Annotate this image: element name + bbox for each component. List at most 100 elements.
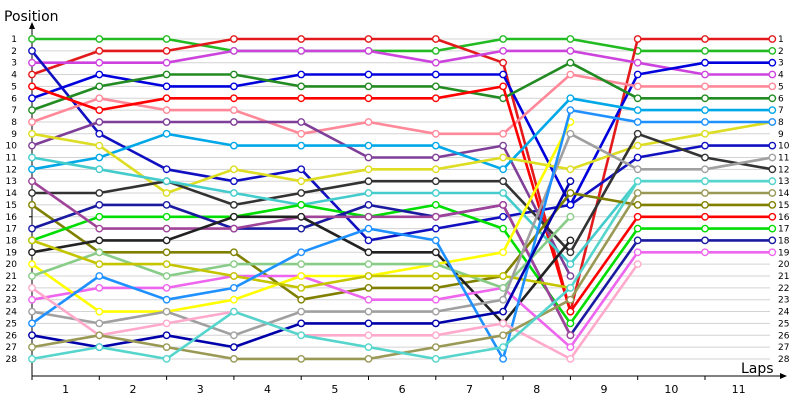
data-point	[297, 224, 306, 233]
data-point	[229, 260, 238, 268]
data-point	[633, 212, 642, 221]
series-23	[28, 129, 777, 340]
series-7	[28, 58, 777, 115]
data-point	[499, 307, 507, 316]
y-tick-label: 7	[11, 106, 17, 116]
right-tick-label: 16	[778, 213, 790, 223]
data-point	[566, 200, 575, 209]
right-tick-label: 8	[778, 118, 784, 128]
data-point	[162, 106, 171, 115]
data-point	[364, 354, 373, 363]
x-axis-title: Laps	[741, 361, 774, 377]
data-point	[701, 118, 709, 126]
data-point	[28, 94, 36, 103]
data-point	[566, 295, 575, 304]
data-point	[297, 129, 306, 138]
data-point	[95, 283, 104, 292]
data-point	[162, 200, 171, 209]
y-tick-label: 13	[6, 177, 17, 187]
data-point	[431, 248, 440, 257]
data-point	[28, 260, 36, 268]
data-point	[28, 70, 36, 79]
data-point	[499, 47, 507, 55]
y-tick-label: 28	[6, 355, 18, 365]
series-26	[28, 260, 642, 363]
data-point	[701, 212, 709, 221]
data-point	[28, 177, 36, 186]
data-point	[297, 307, 306, 316]
data-point	[768, 177, 777, 186]
data-point	[364, 118, 373, 126]
data-point	[633, 236, 642, 245]
data-point	[162, 236, 171, 245]
right-tick-label: 20	[778, 260, 790, 270]
y-tick-label: 9	[11, 130, 17, 140]
data-point	[297, 354, 306, 363]
data-point	[297, 47, 306, 55]
x-tick-label: 11	[732, 383, 746, 396]
data-point	[229, 82, 238, 91]
data-point	[364, 94, 373, 103]
data-point	[499, 224, 507, 233]
data-point	[28, 165, 36, 174]
data-point	[162, 165, 171, 174]
x-tick-label: 2	[129, 383, 136, 396]
data-point	[499, 283, 507, 292]
y-tick-label: 15	[6, 201, 17, 211]
series-10	[28, 94, 777, 174]
data-point	[297, 35, 306, 43]
right-tick-label: 14	[778, 189, 790, 199]
data-point	[297, 295, 306, 304]
data-point	[297, 70, 306, 79]
data-point	[633, 82, 642, 91]
data-point	[28, 47, 36, 55]
data-point	[566, 307, 575, 316]
y-tick-label: 5	[11, 82, 17, 92]
x-tick-label: 1	[62, 383, 69, 396]
data-point	[229, 106, 238, 115]
series-21	[28, 212, 575, 292]
data-point	[297, 200, 306, 209]
data-point	[701, 106, 709, 115]
series-line	[31, 251, 773, 349]
data-point	[701, 94, 709, 103]
y-tick-label: 19	[6, 248, 18, 258]
data-point	[768, 236, 777, 245]
data-point	[297, 331, 306, 340]
data-point	[95, 260, 104, 268]
data-point	[701, 58, 709, 67]
right-tick-label: 22	[778, 284, 789, 294]
data-point	[566, 129, 575, 138]
data-point	[566, 165, 575, 174]
data-point	[95, 94, 104, 103]
data-point	[768, 70, 777, 79]
data-point	[229, 248, 238, 257]
data-point	[95, 118, 104, 126]
series-1	[28, 35, 777, 55]
data-point	[768, 35, 777, 43]
data-point	[162, 319, 171, 328]
data-point	[566, 47, 575, 55]
data-point	[768, 224, 777, 233]
right-tick-label: 17	[778, 225, 789, 235]
right-tick-label: 3	[778, 59, 784, 69]
data-point	[28, 58, 36, 67]
data-point	[768, 165, 777, 174]
data-point	[701, 165, 709, 174]
data-point	[364, 189, 373, 197]
data-point	[364, 283, 373, 292]
series-9	[28, 118, 575, 280]
right-tick-label: 15	[778, 201, 789, 211]
data-point	[768, 118, 777, 126]
data-point	[95, 141, 104, 150]
data-point	[95, 106, 104, 115]
series-6	[28, 70, 777, 138]
data-point	[364, 70, 373, 79]
data-point	[28, 35, 36, 43]
data-point	[499, 165, 507, 174]
right-tick-label: 23	[778, 296, 789, 306]
data-point	[95, 35, 104, 43]
y-tick-label: 23	[6, 296, 17, 306]
data-point	[28, 82, 36, 91]
data-point	[633, 165, 642, 174]
